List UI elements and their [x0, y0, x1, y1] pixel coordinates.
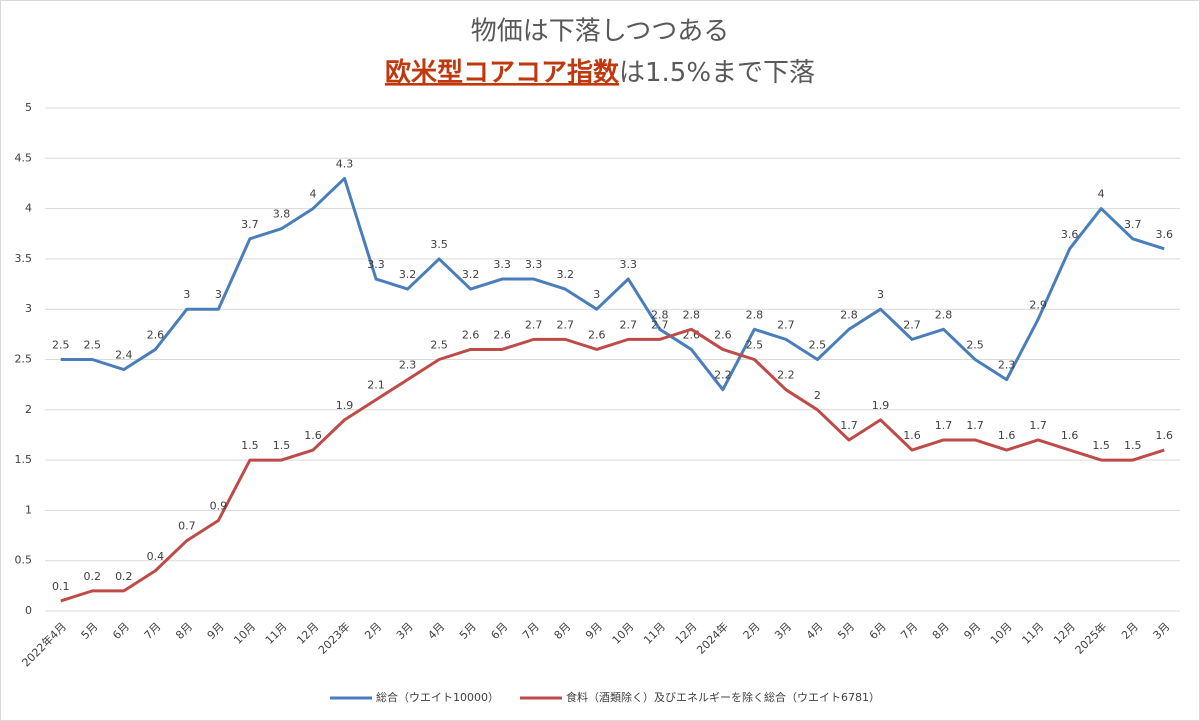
data-label: 4.3: [336, 157, 354, 170]
data-label: 0.7: [178, 520, 196, 533]
y-tick-label: 4.5: [15, 151, 33, 164]
data-label: 1.6: [1061, 429, 1079, 442]
data-label: 2.8: [683, 308, 701, 321]
legend-label: 食料（酒類除く）及びエネルギーを除く総合（ウエイト6781）: [566, 690, 880, 704]
data-label: 2.8: [840, 308, 858, 321]
y-tick-label: 0.5: [15, 554, 33, 567]
data-label: 2.5: [430, 339, 448, 352]
data-label: 3.7: [1124, 218, 1142, 231]
data-label: 2.7: [903, 318, 921, 331]
data-label: 3.3: [525, 258, 543, 271]
data-label: 0.2: [84, 570, 102, 583]
data-label: 1.9: [336, 399, 354, 412]
data-label: 0.2: [115, 570, 133, 583]
data-label: 4: [309, 188, 316, 201]
data-label: 4: [1098, 188, 1105, 201]
data-label: 1.5: [241, 439, 259, 452]
y-tick-label: 2: [25, 403, 32, 416]
data-label: 0.9: [210, 499, 228, 512]
data-label: 1.7: [1029, 419, 1047, 432]
y-tick-label: 5: [25, 101, 32, 114]
y-tick-label: 1.5: [15, 453, 33, 466]
data-label: 1.6: [304, 429, 322, 442]
data-label: 2.5: [746, 339, 764, 352]
data-label: 2: [814, 389, 821, 402]
data-label: 1.6: [998, 429, 1016, 442]
data-label: 3.2: [556, 268, 574, 281]
data-label: 3.3: [620, 258, 638, 271]
data-label: 2.6: [714, 328, 732, 341]
data-label: 1.5: [1092, 439, 1110, 452]
data-label: 2.7: [556, 318, 574, 331]
data-label: 1.7: [840, 419, 858, 432]
data-label: 2.6: [588, 328, 606, 341]
data-label: 3: [215, 288, 222, 301]
data-label: 2.7: [651, 318, 669, 331]
chart-subtitle: 欧米型コアコア指数は1.5%まで下落: [385, 57, 815, 88]
legend-label: 総合（ウエイト10000）: [376, 690, 499, 704]
subtitle-rest: は1.5%まで下落: [619, 58, 815, 88]
data-label: 2.7: [620, 318, 638, 331]
data-label: 2.5: [84, 339, 102, 352]
data-label: 0.1: [52, 580, 70, 593]
data-label: 3.2: [399, 268, 417, 281]
data-label: 3.3: [493, 258, 511, 271]
y-tick-label: 3: [25, 302, 32, 315]
chart-title: 物価は下落しつつある: [471, 17, 729, 47]
data-label: 2.8: [651, 308, 669, 321]
data-label: 3.8: [273, 208, 291, 221]
data-label: 3: [183, 288, 190, 301]
y-tick-label: 3.5: [15, 252, 33, 265]
data-label: 2.2: [714, 369, 732, 382]
data-label: 1.6: [1155, 429, 1173, 442]
data-label: 3.2: [462, 268, 480, 281]
data-label: 2.7: [525, 318, 543, 331]
data-label: 2.2: [777, 369, 795, 382]
data-label: 2.6: [493, 328, 511, 341]
data-label: 1.9: [872, 399, 890, 412]
data-label: 1.5: [273, 439, 291, 452]
data-label: 1.7: [966, 419, 984, 432]
data-label: 2.5: [966, 339, 984, 352]
data-label: 3.7: [241, 218, 259, 231]
data-label: 3.5: [430, 238, 448, 251]
data-label: 2.3: [998, 359, 1016, 372]
subtitle-emphasis: 欧米型コアコア指数: [385, 57, 620, 88]
data-label: 0.4: [147, 550, 165, 563]
data-label: 1.7: [935, 419, 953, 432]
data-label: 2.9: [1029, 298, 1047, 311]
data-label: 2.8: [746, 308, 764, 321]
data-label: 2.6: [462, 328, 480, 341]
data-label: 3.6: [1155, 228, 1173, 241]
data-label: 3: [877, 288, 884, 301]
y-tick-label: 0: [25, 604, 32, 617]
series-line: [60, 176, 1165, 392]
data-label: 2.8: [935, 308, 953, 321]
data-label: 3: [593, 288, 600, 301]
y-tick-label: 2.5: [15, 353, 33, 366]
data-label: 2.5: [809, 339, 827, 352]
data-label: 3.3: [367, 258, 385, 271]
data-label: 2.5: [52, 339, 70, 352]
data-label: 2.6: [147, 328, 165, 341]
y-tick-label: 1: [25, 503, 32, 516]
data-label: 2.3: [399, 359, 417, 372]
data-label: 1.6: [903, 429, 921, 442]
data-label: 1.5: [1124, 439, 1142, 452]
y-tick-label: 4: [25, 202, 32, 215]
series-line: [60, 327, 1165, 603]
data-label: 2.1: [367, 379, 385, 392]
data-label: 2.4: [115, 349, 133, 362]
data-label: 3.6: [1061, 228, 1079, 241]
data-label: 2.7: [777, 318, 795, 331]
